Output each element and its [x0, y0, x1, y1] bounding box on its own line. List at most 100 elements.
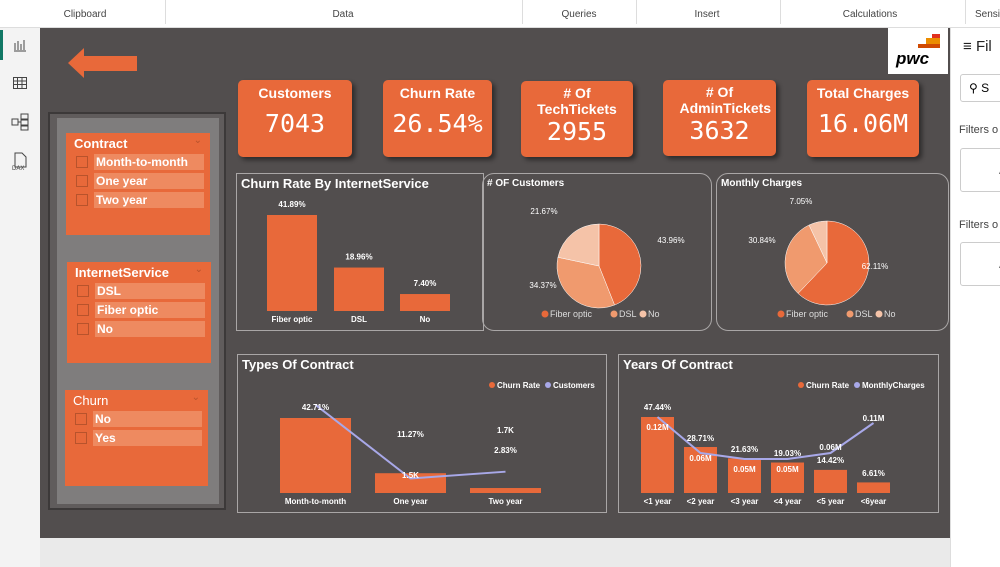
search-icon: ⚲ — [969, 81, 978, 95]
chart-churn-by-internet: Churn Rate By InternetService 41.89% Fiber… — [236, 173, 484, 331]
svg-text:pwc: pwc — [895, 49, 930, 68]
legend-marker — [875, 310, 883, 318]
legend-label: No — [884, 309, 896, 319]
legend-label: Fiber optic — [550, 309, 593, 319]
ribbon-group-calculations: Calculations — [842, 9, 898, 20]
pwc-logo: pwc — [888, 28, 948, 74]
bar — [728, 458, 761, 493]
slice-label: 34.37% — [529, 281, 556, 290]
category-label: <2 year — [687, 497, 715, 506]
legend-marker — [610, 310, 618, 318]
data-label: 0.05M — [776, 465, 799, 474]
filters-title: ≡ Fil — [963, 38, 992, 55]
line-series — [656, 416, 875, 460]
category-label: <5 year — [817, 497, 845, 506]
data-label: 41.89% — [278, 200, 305, 209]
checkbox[interactable] — [75, 413, 87, 425]
checkbox[interactable] — [77, 304, 89, 316]
slice-label: 21.67% — [530, 207, 557, 216]
table-view-icon[interactable] — [10, 75, 30, 95]
chevron-down-icon[interactable]: ⌄ — [193, 135, 202, 146]
data-label: 0.06M — [819, 443, 842, 452]
slicer-option[interactable]: No — [75, 411, 208, 427]
category-label: <4 year — [774, 497, 802, 506]
pie-slice — [556, 256, 615, 309]
filters-search-input[interactable]: ⚲ S — [960, 74, 1000, 102]
bar — [280, 418, 351, 493]
legend-marker — [846, 310, 854, 318]
legend-label: MonthlyCharges — [862, 381, 925, 390]
data-label: 7.40% — [414, 279, 437, 288]
bar — [470, 488, 541, 493]
chart-years-of-contract: Years Of Contract Churn Rate MonthlyCharge… — [618, 354, 939, 513]
checkbox[interactable] — [76, 156, 88, 168]
slice-label: 30.84% — [748, 236, 775, 245]
add-filter-drop[interactable]: A — [960, 242, 1000, 286]
ribbon: Clipboard Data Queries Insert Calculatio… — [0, 0, 1000, 28]
pie-slice — [808, 220, 828, 264]
category-label: Month-to-month — [285, 497, 346, 506]
chevron-down-icon[interactable]: ⌄ — [191, 392, 200, 403]
data-label: 1.7K — [497, 426, 514, 435]
data-label: 0.06M — [689, 454, 712, 463]
slicer-option[interactable]: No — [77, 321, 211, 337]
slicer-option[interactable]: Two year — [76, 192, 210, 208]
slicer-internet-service: InternetService ⌄ DSL Fiber optic No — [67, 262, 211, 363]
legend-label: Churn Rate — [806, 381, 850, 390]
dax-query-icon[interactable]: DAX — [10, 152, 30, 172]
category-label: DSL — [351, 315, 367, 324]
slicer-option[interactable]: Month-to-month — [76, 154, 210, 170]
kpi-admin-tickets: # Of AdminTickets 3632 — [663, 80, 776, 156]
checkbox[interactable] — [76, 194, 88, 206]
slicer-option[interactable]: Yes — [75, 430, 208, 446]
bar — [400, 294, 450, 311]
legend-label: DSL — [619, 309, 637, 319]
slicer-option[interactable]: One year — [76, 173, 210, 189]
checkbox[interactable] — [75, 432, 87, 444]
chevron-down-icon[interactable]: ⌄ — [194, 264, 203, 275]
ribbon-group-insert: Insert — [694, 9, 720, 20]
legend-marker — [541, 310, 549, 318]
checkbox[interactable] — [77, 285, 89, 297]
legend-marker — [854, 382, 860, 388]
legend-label: No — [648, 309, 660, 319]
kpi-churn-rate: Churn Rate 26.54% — [383, 80, 492, 157]
view-rail: DAX — [0, 28, 40, 567]
data-label: 14.42% — [817, 456, 844, 465]
chart-customers-pie: # OF Customers 43.96% 34.37% 21.67% Fiber op… — [482, 173, 712, 331]
checkbox[interactable] — [77, 323, 89, 335]
add-filter-drop[interactable]: A — [960, 148, 1000, 192]
data-label: 19.03% — [774, 449, 801, 458]
data-label: 0.11M — [863, 414, 885, 423]
legend-label: DSL — [855, 309, 873, 319]
legend-marker — [777, 310, 785, 318]
kpi-customers: Customers 7043 — [238, 80, 352, 157]
pie-slice — [784, 224, 828, 294]
slicer-contract: Contract ⌄ Month-to-month One year Two ye… — [66, 133, 210, 235]
report-view-icon[interactable] — [10, 37, 30, 57]
ribbon-group-data: Data — [332, 9, 354, 20]
slicer-churn: Churn ⌄ No Yes — [65, 390, 208, 486]
category-label: Fiber optic — [272, 315, 313, 324]
slicer-option[interactable]: DSL — [77, 283, 211, 299]
bar — [857, 482, 890, 493]
legend-label: Fiber optic — [786, 309, 829, 319]
data-label: 11.27% — [397, 430, 424, 439]
slicer-option[interactable]: Fiber optic — [77, 302, 211, 318]
bar — [641, 417, 674, 493]
chart-types-of-contract: Types Of Contract Churn Rate Customers Mont… — [237, 354, 607, 513]
checkbox[interactable] — [76, 175, 88, 187]
category-label: <3 year — [731, 497, 759, 506]
slice-label: 62.11% — [862, 262, 889, 271]
model-view-icon[interactable] — [10, 113, 30, 133]
pie-slice — [797, 220, 870, 306]
bar — [334, 267, 384, 311]
data-label: 21.63% — [731, 445, 758, 454]
category-label: One year — [393, 497, 427, 506]
data-label: 6.61% — [862, 469, 885, 478]
slice-label: 7.05% — [790, 197, 813, 206]
slice-label: 43.96% — [657, 236, 684, 245]
back-arrow-button[interactable] — [66, 46, 140, 85]
legend-marker — [489, 382, 495, 388]
category-label: <6year — [861, 497, 887, 506]
